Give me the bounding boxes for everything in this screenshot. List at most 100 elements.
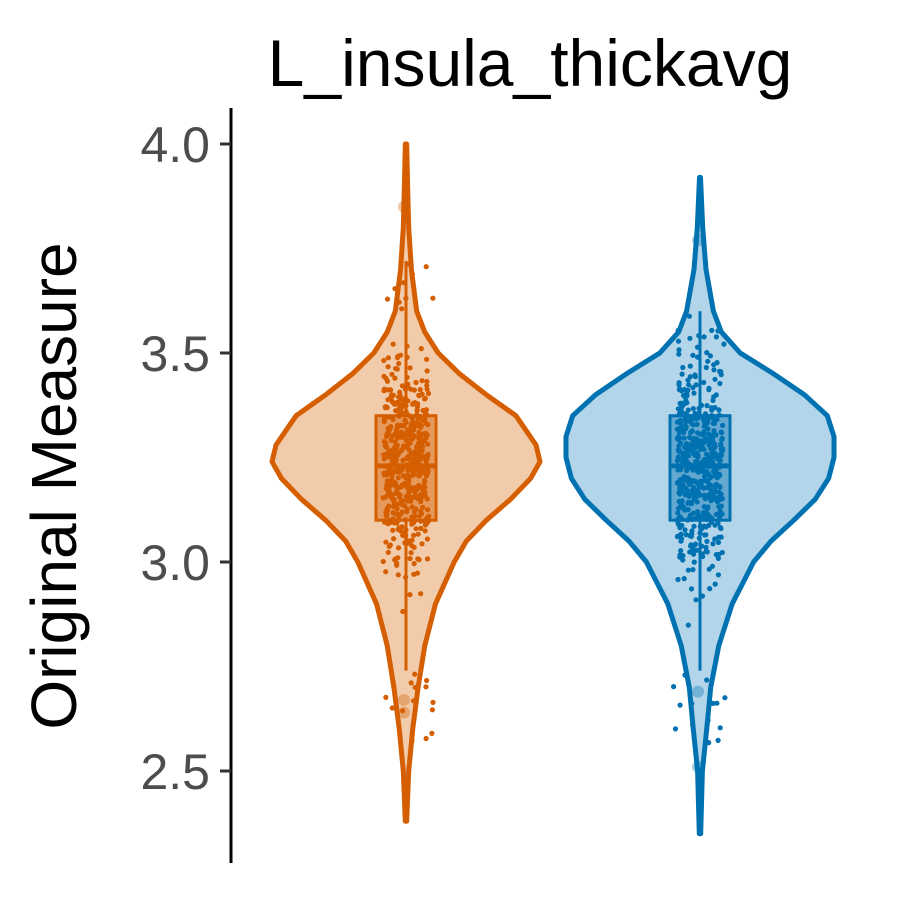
data-point [696,333,702,339]
data-point [703,532,709,538]
data-point [712,376,718,382]
data-point [704,549,710,555]
data-point [678,488,685,494]
data-point [407,555,413,562]
data-point [693,597,699,603]
data-point [687,515,693,521]
data-point [421,454,428,460]
data-point [408,386,414,392]
data-point [677,552,683,558]
data-point [429,730,435,737]
data-point [701,439,708,445]
data-point [685,377,691,383]
data-point [695,415,701,421]
data-point [707,353,714,359]
data-point [704,468,710,475]
data-point [698,480,704,486]
data-point [713,392,719,398]
data-point [424,536,430,542]
data-point [399,447,405,453]
data-point [678,417,684,423]
data-point [682,394,688,400]
data-point [707,475,714,481]
data-point [403,574,409,580]
data-point [385,414,392,420]
data-point [677,525,683,531]
data-point [691,390,697,396]
data-point [410,698,417,704]
data-point [383,539,389,545]
data-point [704,506,710,512]
data-point [678,531,684,537]
data-point [402,517,409,523]
data-point [411,459,417,465]
data-point [399,383,405,389]
data-point [676,436,683,442]
data-point [704,538,710,545]
data-point [692,410,698,416]
data-point [705,479,711,485]
data-point [405,481,412,487]
data-point [721,341,727,347]
data-point [409,537,415,543]
data-point [676,347,682,353]
data-point [690,444,696,450]
data-point [405,467,411,473]
data-point [709,563,716,569]
data-point [394,442,400,448]
data-point [717,510,723,517]
data-point [707,586,713,592]
data-point [681,576,687,582]
data-point [392,375,398,381]
data-point [672,726,679,732]
data-point [413,506,419,512]
data-point [385,355,391,361]
data-point [400,397,406,403]
data-point [413,420,419,426]
data-point [707,514,713,520]
data-point [687,414,693,420]
data-point [704,403,710,409]
data-point [394,435,400,441]
data-point [390,341,396,347]
data-point [404,509,410,515]
data-point [396,411,402,417]
data-point [705,358,711,364]
data-point [404,343,410,349]
data-point [418,346,424,352]
data-point [419,378,425,384]
data-point [417,387,423,393]
data-point [393,490,399,496]
data-point [403,409,409,415]
data-point [416,557,422,563]
data-point [425,441,431,447]
data-point [678,440,684,446]
data-point [686,313,693,319]
data-point [684,400,690,406]
data-point [714,360,720,366]
data-point [424,382,430,389]
data-point [410,401,416,407]
data-point [397,492,403,498]
data-point [395,452,401,458]
data-point [679,371,685,377]
data-point [715,555,722,562]
data-point [706,431,712,437]
data-point [715,474,721,480]
data-point [715,572,722,578]
data-point [718,372,724,378]
data-point [702,514,708,520]
data-point [691,559,697,565]
data-point [683,532,689,538]
data-point [706,740,712,746]
data-point [391,536,397,542]
data-point [380,495,386,501]
data-point [430,295,436,301]
data-point [424,496,430,502]
data-point [713,334,720,340]
data-point [423,684,429,690]
data-point [676,481,682,487]
data-point [424,386,430,392]
data-point [395,422,401,428]
data-point [693,459,699,465]
